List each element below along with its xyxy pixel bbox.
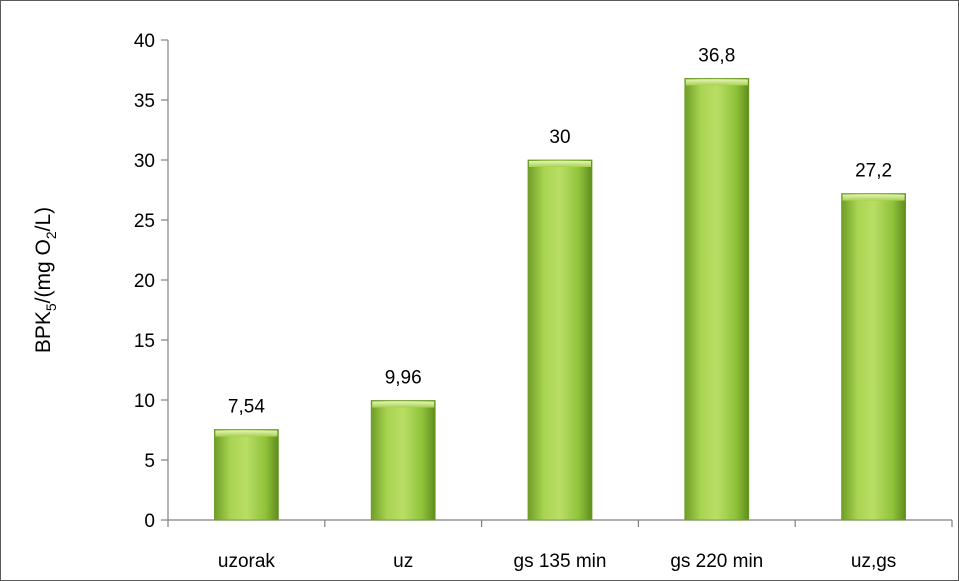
y-tick-label: 25 xyxy=(134,211,155,232)
y-tick-label: 30 xyxy=(134,151,155,172)
axes: 0 5 10 15 20 25 30 35 40 uzorak uz gs 135 min gs 220… xyxy=(134,31,953,572)
bar-body xyxy=(684,78,750,521)
data-label: 36,8 xyxy=(698,45,735,66)
bar-2 xyxy=(370,400,436,521)
y-tick-label: 40 xyxy=(134,31,155,52)
data-label: 27,2 xyxy=(855,161,892,182)
x-category-label: gs 220 min xyxy=(670,551,763,572)
bar-body xyxy=(841,193,906,521)
y-tick-label: 5 xyxy=(144,451,155,472)
x-category-label: uzorak xyxy=(218,551,276,572)
bar-bevel xyxy=(372,401,435,408)
y-tick-label: 15 xyxy=(134,331,155,352)
bar-bevel xyxy=(529,161,591,167)
bar-5 xyxy=(841,193,906,521)
x-category-label: uz xyxy=(393,551,413,572)
bars xyxy=(213,78,906,521)
bar-4 xyxy=(684,78,750,521)
bar-1 xyxy=(213,429,279,521)
x-category-label: gs 135 min xyxy=(514,551,607,572)
y-title-part-b: /(mg O xyxy=(32,239,55,303)
y-title-part-c: /L) xyxy=(32,207,55,232)
data-labels: 7,54 9,96 30 36,8 27,2 xyxy=(228,45,892,417)
y-axis-title: BPK5/(mg O2/L) xyxy=(32,207,59,353)
data-label: 7,54 xyxy=(228,397,265,418)
data-label: 30 xyxy=(549,127,570,148)
y-title-sub-2: 2 xyxy=(43,231,59,239)
bar-bevel xyxy=(842,194,905,201)
bar-bevel xyxy=(215,430,278,437)
y-tick-label: 35 xyxy=(134,91,155,112)
bar-body xyxy=(527,159,593,521)
bar-body xyxy=(213,429,279,521)
y-tick-label: 0 xyxy=(144,511,155,532)
data-label: 9,96 xyxy=(385,367,422,388)
y-tick-label: 10 xyxy=(134,391,155,412)
bar-bevel xyxy=(685,79,748,86)
bar-body xyxy=(370,400,436,521)
svg-text:BPK5/(mg O2/L): BPK5/(mg O2/L) xyxy=(32,207,59,353)
x-category-label: uz,gs xyxy=(851,551,896,572)
y-tick-label: 20 xyxy=(134,271,155,292)
y-title-part-a: BPK xyxy=(32,311,55,353)
bar-3 xyxy=(527,159,593,521)
y-title-sub-1: 5 xyxy=(43,303,59,311)
